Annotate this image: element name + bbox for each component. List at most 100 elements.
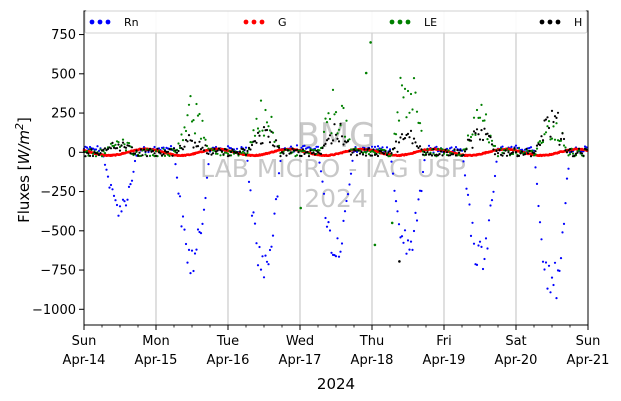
data-point	[339, 250, 342, 253]
data-point	[415, 145, 419, 148]
data-point	[100, 155, 104, 158]
data-point	[385, 153, 389, 157]
data-point	[163, 154, 167, 157]
data-point	[273, 212, 276, 215]
data-point	[531, 149, 534, 153]
x-axis: Sun Apr-14 Mon Apr-15 Tue Apr-16 Wed Apr-17 Thu A…	[63, 325, 610, 368]
data-point	[490, 143, 494, 146]
data-point	[174, 149, 177, 152]
data-point	[457, 151, 461, 154]
data-point	[267, 263, 270, 266]
data-point	[247, 146, 251, 149]
data-point	[397, 223, 401, 226]
data-point	[381, 146, 384, 149]
data-point	[246, 151, 249, 155]
y-tick-label: −750	[40, 264, 76, 279]
legend-marker	[97, 19, 103, 25]
data-point	[486, 247, 489, 250]
data-point	[244, 153, 248, 156]
data-point	[361, 153, 365, 156]
data-point	[414, 141, 417, 144]
data-point	[295, 144, 299, 147]
data-point	[334, 255, 338, 258]
data-point	[555, 297, 558, 300]
data-point	[582, 154, 585, 157]
legend-marker	[389, 19, 395, 25]
data-point	[472, 130, 476, 133]
data-point	[393, 147, 396, 150]
data-point	[543, 268, 546, 271]
data-point	[168, 154, 171, 158]
data-point	[550, 109, 554, 112]
legend-marker	[251, 19, 257, 25]
data-point	[546, 287, 549, 290]
y-tick-label: 250	[51, 107, 76, 122]
data-point	[405, 116, 408, 119]
watermark-line-2: LAB MICRO - IAG USP	[200, 154, 466, 183]
data-point	[327, 221, 330, 224]
data-point	[162, 153, 165, 156]
data-point	[540, 135, 543, 138]
data-point	[156, 147, 159, 150]
data-point	[348, 138, 351, 141]
data-point	[400, 84, 404, 87]
x-tick-label-date: Apr-21	[567, 353, 610, 368]
data-point	[403, 87, 407, 90]
data-point	[99, 148, 102, 151]
data-point	[573, 154, 576, 157]
data-point	[255, 242, 258, 245]
data-point	[253, 222, 257, 225]
data-point	[189, 95, 192, 98]
data-point	[108, 186, 111, 189]
data-point	[330, 251, 333, 254]
x-tick-label-day: Tue	[216, 334, 239, 349]
data-point	[414, 211, 417, 214]
data-point	[267, 125, 270, 128]
data-point	[372, 150, 375, 153]
data-point	[106, 175, 110, 178]
legend-marker	[259, 19, 265, 25]
legend-marker	[89, 19, 95, 25]
data-point	[147, 149, 150, 152]
data-point	[327, 112, 330, 115]
data-point	[469, 139, 473, 142]
data-point	[565, 151, 569, 154]
data-point	[411, 142, 414, 145]
data-point	[514, 144, 518, 147]
data-point	[256, 264, 260, 267]
data-point	[273, 140, 276, 143]
data-point	[547, 264, 551, 267]
data-point	[132, 170, 135, 173]
data-point	[120, 144, 123, 147]
data-point	[130, 179, 134, 182]
data-point	[390, 152, 393, 155]
data-point	[85, 150, 89, 153]
data-point	[264, 108, 267, 112]
data-point	[279, 155, 282, 158]
data-point	[222, 153, 225, 156]
data-point	[322, 144, 326, 147]
data-point	[495, 160, 498, 163]
data-point	[303, 152, 306, 155]
data-point	[321, 180, 324, 183]
data-point	[378, 152, 381, 155]
data-point	[336, 237, 339, 240]
data-point	[192, 269, 195, 273]
data-point	[370, 145, 374, 148]
data-point	[355, 154, 359, 157]
data-point	[547, 120, 551, 123]
data-point	[465, 148, 468, 151]
data-point	[114, 199, 117, 202]
data-point	[475, 128, 479, 131]
data-point	[207, 152, 210, 155]
x-tick-label-day: Wed	[286, 334, 314, 349]
data-point	[178, 195, 182, 198]
data-point	[324, 142, 327, 145]
data-point	[487, 141, 491, 144]
data-point	[144, 150, 147, 153]
data-point	[300, 154, 303, 158]
data-point	[261, 255, 264, 258]
data-point	[187, 248, 191, 251]
data-point	[402, 96, 405, 99]
